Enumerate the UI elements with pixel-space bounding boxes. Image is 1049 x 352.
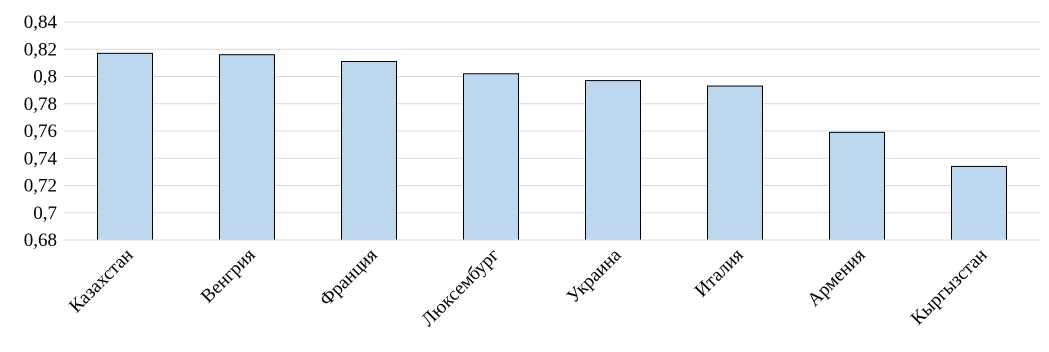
x-category-label: Люксембург xyxy=(417,245,503,331)
gridlines xyxy=(64,21,1040,214)
bar xyxy=(829,131,885,241)
y-tick-label: 0,82 xyxy=(24,39,57,60)
x-category-label: Украина xyxy=(563,244,626,307)
y-tick-label: 0,72 xyxy=(24,176,57,197)
y-tick-label: 0,76 xyxy=(24,121,57,142)
x-category-label: Венгрия xyxy=(197,245,260,308)
x-category-label: Армения xyxy=(803,245,869,311)
bar xyxy=(707,85,763,241)
x-category-label: Италия xyxy=(691,245,748,302)
y-tick-label: 0,84 xyxy=(24,12,58,33)
bar xyxy=(463,73,519,241)
bar xyxy=(219,54,275,241)
x-category-label: Франция xyxy=(316,245,382,311)
y-axis-tick-labels: 0,68 0,7 0,72 0,74 0,76 0,78 0,8 0,82 0,84 xyxy=(24,12,58,251)
y-tick-label: 0,8 xyxy=(33,67,57,88)
bar xyxy=(585,80,641,241)
bar xyxy=(97,52,153,241)
bar xyxy=(341,61,397,241)
y-tick-label: 0,74 xyxy=(24,148,58,169)
y-tick-label: 0,78 xyxy=(24,94,57,115)
bar xyxy=(951,165,1007,241)
y-tick-label: 0,68 xyxy=(24,230,57,251)
bars xyxy=(97,52,1007,241)
x-axis-category-labels: Казахстан Венгрия Франция Люксембург Украина… xyxy=(65,244,991,330)
x-category-label: Казахстан xyxy=(65,245,137,317)
x-category-label: Кыргызстан xyxy=(907,245,992,330)
y-tick-label: 0,7 xyxy=(33,203,57,224)
